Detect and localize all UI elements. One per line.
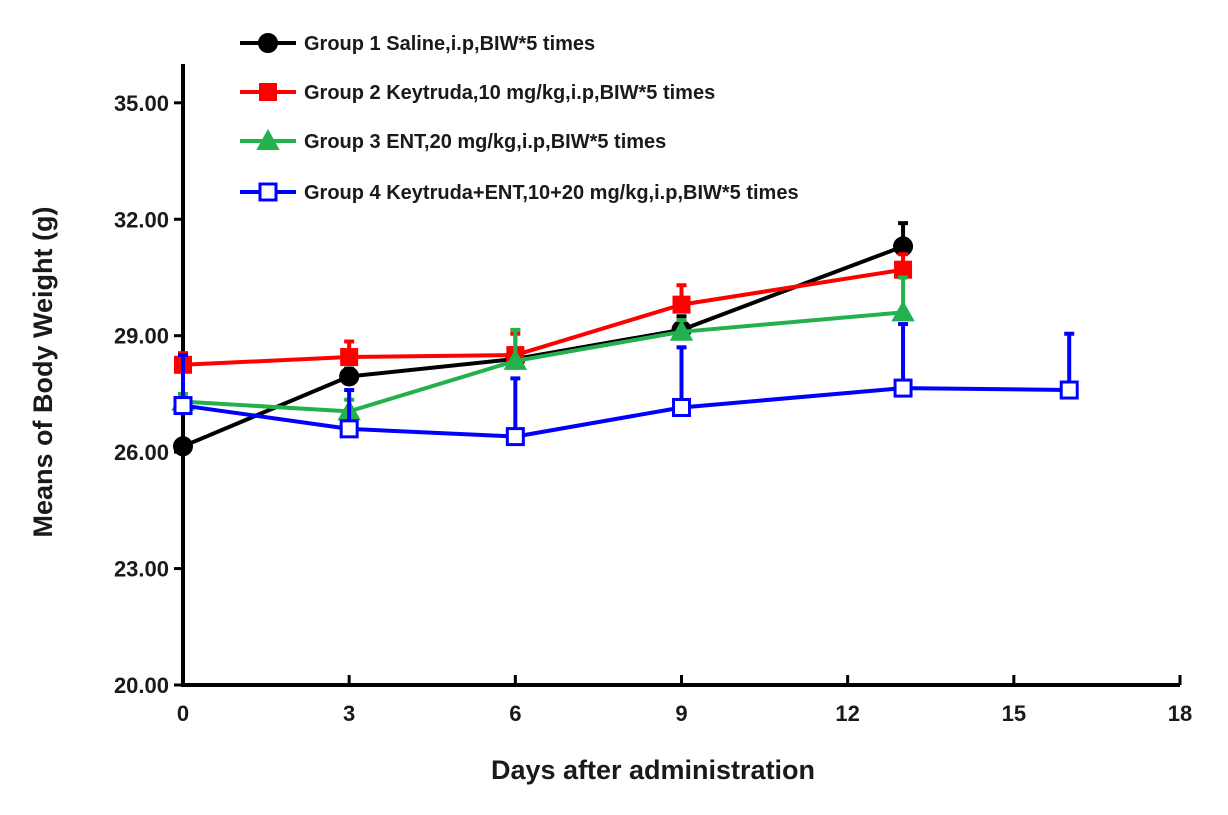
- data-point: [340, 348, 359, 367]
- data-point: [339, 419, 359, 439]
- x-tick-label: 6: [509, 701, 521, 726]
- y-tick-label: 35.00: [114, 91, 169, 116]
- series-line: [182, 386, 1070, 439]
- x-ticks: 0 3 6 9 12 15 18: [177, 675, 1192, 726]
- data-point: [339, 366, 360, 387]
- x-axis-title: Days after administration: [491, 755, 815, 785]
- y-axis-title: Means of Body Weight (g): [28, 207, 58, 538]
- data-point: [1059, 380, 1079, 400]
- series-layer: [171, 221, 1079, 457]
- x-tick-label: 15: [1002, 701, 1026, 726]
- y-tick-label: 23.00: [114, 557, 169, 582]
- y-ticks: 20.00 23.00 26.00 29.00 32.00 35.00: [114, 91, 183, 698]
- data-point: [173, 436, 193, 457]
- series-3: [171, 275, 915, 421]
- x-tick-label: 9: [675, 701, 687, 726]
- data-point: [894, 260, 913, 279]
- legend-marker: [258, 182, 278, 202]
- data-point: [503, 348, 528, 370]
- legend-label: Group 3 ENT,20 mg/kg,i.p,BIW*5 times: [304, 131, 666, 153]
- x-tick-label: 3: [343, 701, 355, 726]
- data-point: [893, 378, 913, 398]
- y-tick-label: 20.00: [114, 673, 169, 698]
- data-point: [173, 396, 193, 416]
- legend-label: Group 1 Saline,i.p,BIW*5 times: [304, 33, 595, 55]
- legend-marker: [259, 83, 277, 101]
- series-line: [182, 267, 904, 367]
- x-tick-label: 12: [835, 701, 859, 726]
- legend-marker: [258, 33, 278, 53]
- legend: Group 1 Saline,i.p,BIW*5 times Group 2 Ke…: [240, 33, 799, 204]
- legend-item-2: Group 2 Keytruda,10 mg/kg,i.p,BIW*5 time…: [240, 82, 715, 104]
- data-point: [669, 319, 694, 341]
- legend-marker: [256, 128, 280, 150]
- legend-item-4: Group 4 Keytruda+ENT,10+20 mg/kg,i.p,BIW…: [240, 182, 799, 204]
- legend-label: Group 4 Keytruda+ENT,10+20 mg/kg,i.p,BIW…: [304, 182, 799, 204]
- data-point: [505, 427, 525, 447]
- legend-item-1: Group 1 Saline,i.p,BIW*5 times: [240, 33, 595, 55]
- x-tick-label: 18: [1168, 701, 1192, 726]
- y-tick-label: 32.00: [114, 207, 169, 232]
- legend-label: Group 2 Keytruda,10 mg/kg,i.p,BIW*5 time…: [304, 82, 715, 104]
- series-4: [173, 322, 1079, 447]
- y-tick-label: 26.00: [114, 440, 169, 465]
- y-tick-label: 29.00: [114, 324, 169, 349]
- data-point: [672, 295, 691, 314]
- legend-item-3: Group 3 ENT,20 mg/kg,i.p,BIW*5 times: [240, 128, 666, 153]
- data-point: [891, 300, 915, 322]
- x-tick-label: 0: [177, 701, 189, 726]
- data-point: [672, 397, 691, 417]
